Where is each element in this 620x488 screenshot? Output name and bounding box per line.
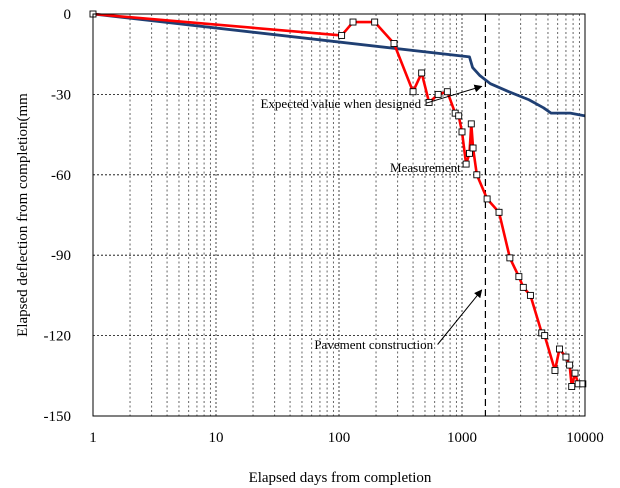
data-point [556, 345, 563, 353]
data-point [551, 366, 559, 374]
data-point [579, 380, 587, 388]
data-point [568, 383, 576, 390]
data-point [462, 160, 470, 168]
data-point [519, 283, 527, 291]
annotations: Expected value when designed Measurement P… [260, 84, 483, 352]
data-point [434, 90, 442, 98]
series-layer [89, 10, 587, 390]
annotation-arrow [437, 289, 483, 345]
data-point [571, 369, 579, 377]
x-axis-title: Elapsed days from completion [249, 470, 432, 486]
data-point [371, 18, 379, 26]
x-tick-label: 1 [89, 430, 97, 446]
y-tick-label: -150 [44, 409, 72, 425]
y-axis-ticks: 0 -30 -60 -90 -120 -150 [44, 7, 72, 425]
data-point [455, 112, 463, 120]
y-tick-label: 0 [64, 7, 72, 23]
annotation-measurement: Measurement [390, 160, 461, 175]
expected-value-when-designed-line [92, 12, 586, 118]
series-measurement [89, 10, 587, 390]
data-point [526, 291, 534, 299]
data-point [338, 31, 346, 39]
x-axis-ticks: 1 10 100 1000 10000 [89, 430, 604, 446]
y-tick-label: -120 [44, 329, 72, 345]
data-point [418, 69, 426, 77]
data-point [506, 254, 514, 262]
grid-lines [93, 14, 585, 416]
y-tick-label: -60 [51, 168, 71, 184]
data-point [562, 353, 570, 361]
data-point [483, 195, 491, 203]
annotation-pavement-construction: Pavement construction [314, 337, 433, 352]
data-point [349, 18, 357, 26]
annotation-expected-value-when-designed: Expected value when designed [260, 96, 421, 111]
plot-frame [92, 13, 586, 417]
x-tick-label: 10000 [566, 430, 604, 446]
data-point [566, 361, 574, 369]
y-tick-label: -30 [51, 87, 71, 103]
data-point [466, 149, 473, 157]
data-point [467, 120, 475, 128]
y-tick-label: -90 [51, 248, 71, 264]
data-point [469, 144, 477, 152]
data-point [409, 88, 417, 96]
data-point [443, 88, 451, 96]
y-axis-title: Elapsed deflection from completion(mm [15, 93, 31, 337]
data-point [495, 208, 503, 216]
data-point [458, 128, 466, 136]
data-point [390, 40, 398, 47]
x-tick-label: 1000 [447, 430, 477, 446]
data-point [473, 171, 481, 179]
measurement-line [92, 12, 583, 388]
x-tick-label: 100 [328, 430, 351, 446]
data-point [515, 273, 523, 281]
data-point [541, 332, 549, 340]
x-tick-label: 10 [209, 430, 224, 446]
annotation-arrow [425, 84, 483, 104]
series-expected-value-when-designed [92, 12, 586, 118]
